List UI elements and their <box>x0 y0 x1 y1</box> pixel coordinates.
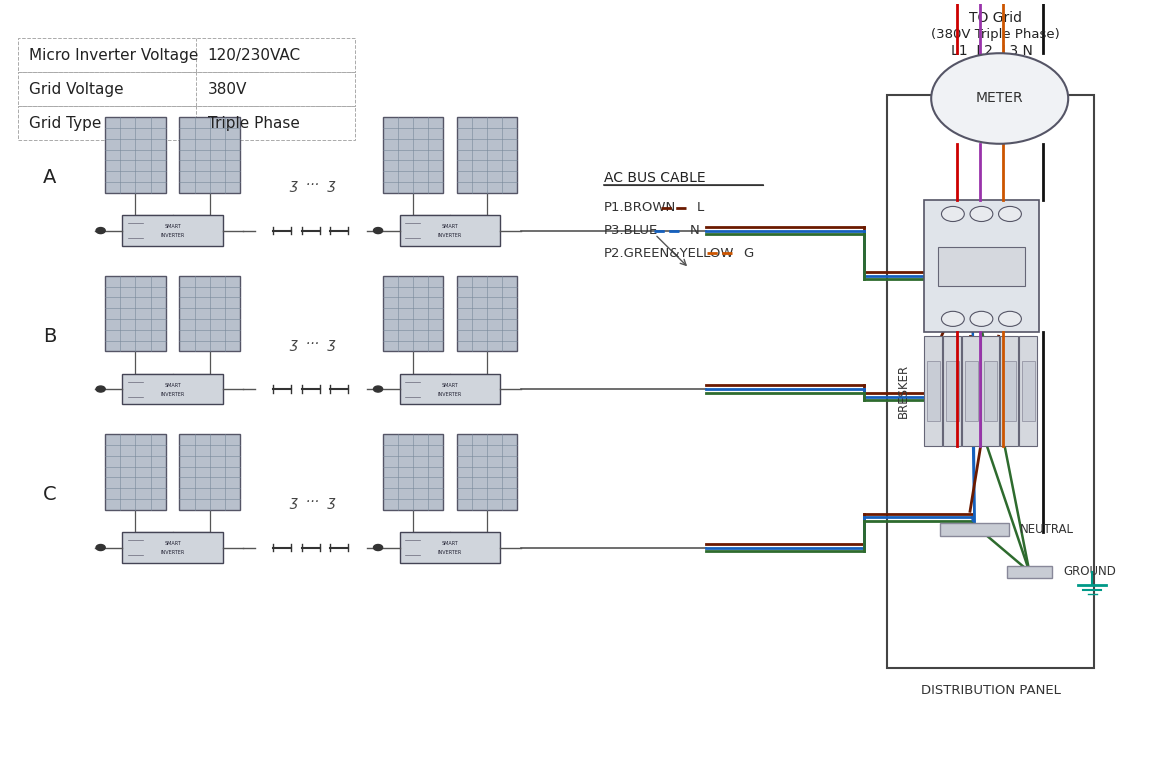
Text: Grid Type: Grid Type <box>29 115 101 130</box>
Circle shape <box>932 53 1068 143</box>
Text: 120/230VAC: 120/230VAC <box>208 47 301 63</box>
Bar <box>400 533 500 562</box>
Text: Grid Voltage: Grid Voltage <box>29 82 124 97</box>
Text: P2.GREEN&YELLOW: P2.GREEN&YELLOW <box>604 246 734 259</box>
Text: INVERTER: INVERTER <box>161 550 185 555</box>
Bar <box>18 106 354 140</box>
Bar <box>983 361 997 421</box>
Text: SMART: SMART <box>442 224 459 230</box>
Text: METER: METER <box>976 92 1024 105</box>
Bar <box>925 336 942 446</box>
Circle shape <box>374 227 383 233</box>
Bar <box>383 276 443 351</box>
Bar <box>179 276 240 351</box>
Circle shape <box>97 227 105 233</box>
Bar <box>179 434 240 510</box>
Circle shape <box>97 545 105 551</box>
Text: SMART: SMART <box>164 383 181 388</box>
Text: P3.BLUE: P3.BLUE <box>604 224 658 237</box>
Text: INVERTER: INVERTER <box>438 233 462 238</box>
Bar <box>105 434 166 510</box>
Bar <box>981 336 999 446</box>
Text: C: C <box>43 485 56 504</box>
Text: INVERTER: INVERTER <box>161 233 185 238</box>
Text: A: A <box>44 168 56 187</box>
Text: 380V: 380V <box>208 82 247 97</box>
Text: GROUND: GROUND <box>1064 565 1117 578</box>
Text: SMART: SMART <box>442 383 459 388</box>
Circle shape <box>374 386 383 392</box>
Bar <box>105 118 166 193</box>
Text: DISTRIBUTION PANEL: DISTRIBUTION PANEL <box>921 684 1060 697</box>
Text: ʒ  ···  ʒ: ʒ ··· ʒ <box>289 336 336 351</box>
Text: BRESKER: BRESKER <box>897 364 911 418</box>
Bar <box>105 276 166 351</box>
Circle shape <box>998 207 1021 221</box>
Bar <box>1003 361 1017 421</box>
Text: P1.BROWN: P1.BROWN <box>604 201 676 214</box>
Bar <box>383 118 443 193</box>
Bar <box>122 374 223 404</box>
Bar <box>1020 336 1037 446</box>
Bar <box>179 118 240 193</box>
Circle shape <box>969 207 992 221</box>
Text: SMART: SMART <box>442 541 459 546</box>
Bar <box>122 533 223 562</box>
Text: L: L <box>697 201 704 214</box>
Text: SMART: SMART <box>164 224 181 230</box>
Circle shape <box>97 386 105 392</box>
Text: Micro Inverter Voltage: Micro Inverter Voltage <box>29 47 199 63</box>
Bar <box>1000 336 1019 446</box>
Bar <box>457 276 518 351</box>
Bar <box>457 118 518 193</box>
Text: INVERTER: INVERTER <box>438 392 462 397</box>
Text: N: N <box>690 224 699 237</box>
Bar <box>1006 565 1052 578</box>
Bar <box>122 215 223 246</box>
Circle shape <box>374 545 383 551</box>
Bar <box>943 336 961 446</box>
Bar <box>400 374 500 404</box>
Circle shape <box>998 311 1021 327</box>
Text: B: B <box>44 327 56 346</box>
Text: SMART: SMART <box>164 541 181 546</box>
Text: INVERTER: INVERTER <box>161 392 185 397</box>
Text: ʒ  ···  ʒ: ʒ ··· ʒ <box>289 495 336 509</box>
Bar <box>400 215 500 246</box>
Text: INVERTER: INVERTER <box>438 550 462 555</box>
Bar <box>925 201 1038 333</box>
Bar <box>965 361 977 421</box>
Bar <box>18 72 354 106</box>
Text: AC BUS CABLE: AC BUS CABLE <box>604 171 705 185</box>
Circle shape <box>969 311 992 327</box>
Bar <box>938 246 1025 286</box>
Text: NEUTRAL: NEUTRAL <box>1020 523 1074 536</box>
Bar <box>18 38 354 72</box>
Text: L1  L2  L3 N: L1 L2 L3 N <box>951 44 1033 58</box>
Text: TO Grid: TO Grid <box>968 11 1021 24</box>
Bar <box>941 523 1009 536</box>
Text: (380V Triple Phase): (380V Triple Phase) <box>930 28 1059 41</box>
Text: G: G <box>743 246 753 259</box>
Bar <box>945 361 959 421</box>
Bar <box>383 434 443 510</box>
Text: Triple Phase: Triple Phase <box>208 115 300 130</box>
Text: ʒ  ···  ʒ: ʒ ··· ʒ <box>289 179 336 192</box>
Bar <box>457 434 518 510</box>
Bar <box>887 95 1095 668</box>
Circle shape <box>942 311 965 327</box>
Bar <box>1021 361 1035 421</box>
Bar <box>927 361 940 421</box>
Bar <box>963 336 980 446</box>
Circle shape <box>942 207 965 221</box>
